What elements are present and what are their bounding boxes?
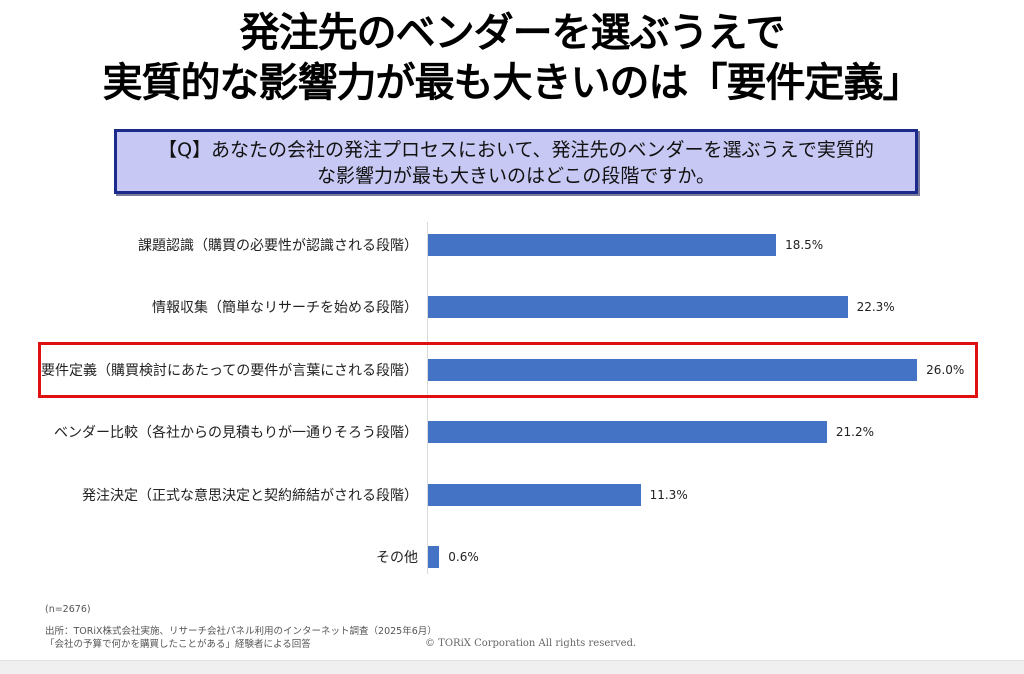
- category-label: その他: [376, 550, 418, 566]
- value-label: 0.6%: [448, 550, 479, 564]
- value-label: 11.3%: [649, 487, 688, 502]
- category-axis-line: [427, 222, 428, 574]
- bar: [428, 296, 848, 319]
- value-label: 26.0%: [926, 362, 965, 377]
- sample-size-note: (n=2676): [45, 604, 91, 615]
- value-label: 21.2%: [835, 425, 874, 440]
- question-box: 【Q】あなたの会社の発注プロセスにおいて、発注先のベンダーを選ぶうえで実質的 な…: [114, 129, 918, 194]
- category-label: 課題認識（購買の必要性が認識される段階）: [138, 238, 418, 254]
- value-label: 22.3%: [856, 300, 895, 315]
- question-line1: 【Q】あなたの会社の発注プロセスにおいて、発注先のベンダーを選ぶうえで実質的: [158, 139, 874, 161]
- category-label: 発注決定（正式な意思決定と契約締結がされる段階）: [82, 487, 418, 504]
- bar: [428, 358, 918, 381]
- copyright-text: © TORiX Corporation All rights reserved.: [425, 638, 637, 649]
- category-label: ベンダー比較（各社からの見積もりが一通りそろう段階）: [54, 425, 418, 442]
- source-note: 出所：TORiX株式会社実施、リサーチ会社パネル利用のインターネット調査（202…: [45, 626, 437, 637]
- category-label: 要件定義（購買検討にあたっての要件が言葉にされる段階）: [40, 362, 418, 379]
- category-label: 情報収集（簡単なリサーチを始める段階）: [152, 300, 418, 317]
- bar: [428, 234, 777, 256]
- bar: [428, 421, 827, 444]
- question-line2: な影響力が最も大きいのはどこの段階ですか。: [316, 165, 716, 187]
- value-label: 18.5%: [785, 238, 824, 252]
- bar: [428, 483, 641, 506]
- page-title-line1: 発注先のベンダーを選ぶうえで: [239, 10, 786, 56]
- respondents-note: 「会社の予算で何かを購買したことがある」経験者による回答: [45, 639, 311, 650]
- bar: [428, 546, 440, 568]
- page-title-line2: 実質的な影響力が最も大きいのは「要件定義」: [102, 60, 923, 106]
- highlight-box: [38, 342, 978, 398]
- bottom-strip: [0, 660, 1024, 674]
